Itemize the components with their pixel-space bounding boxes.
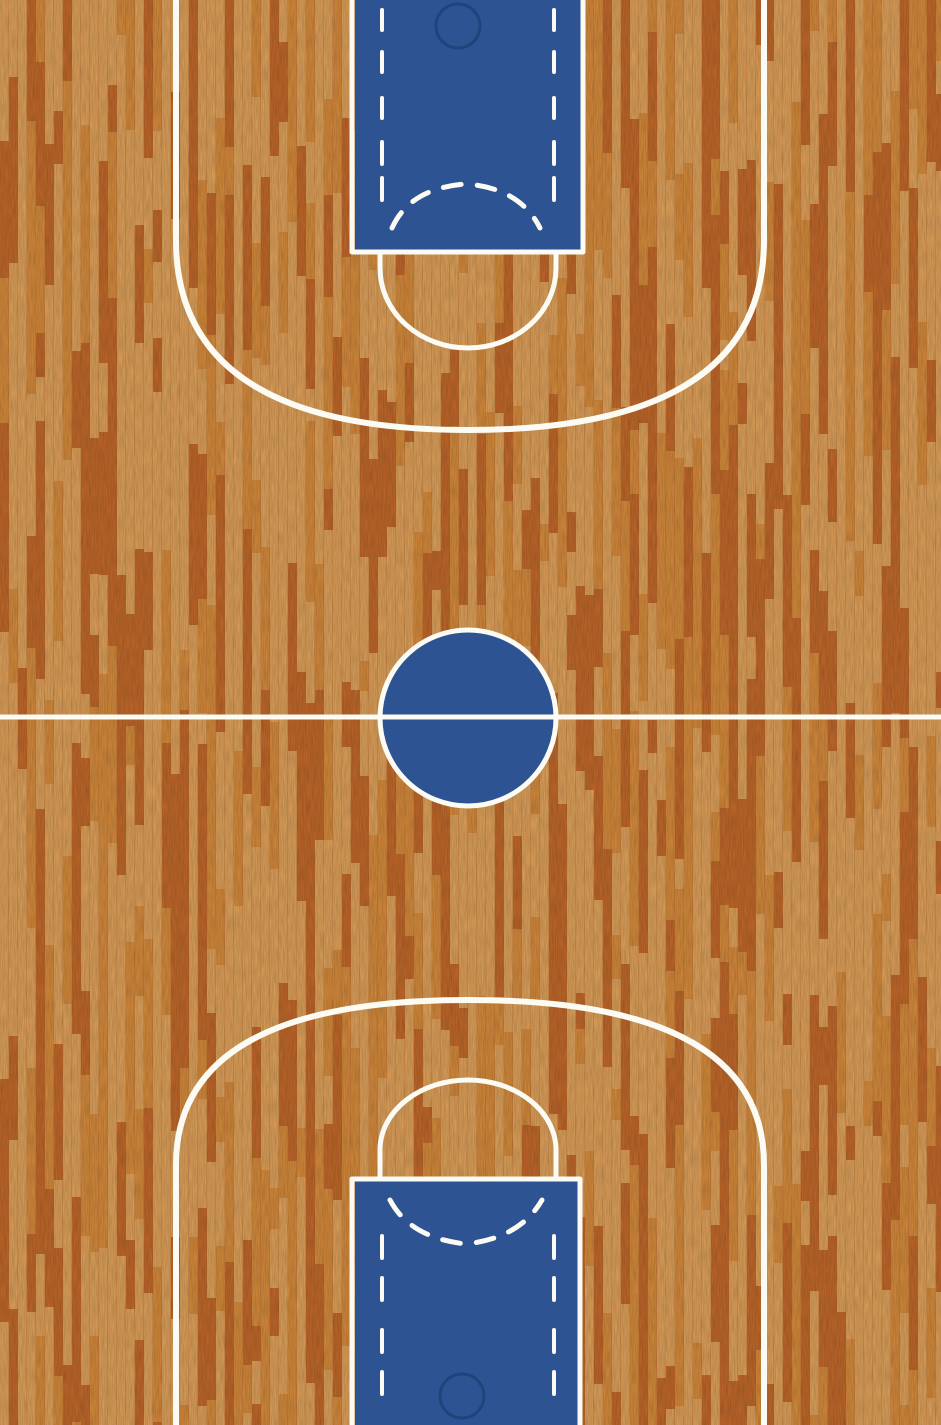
bottom-three-point-arc [173,997,767,1425]
top-basket-circle [434,2,482,50]
top-three-point-arc [173,0,767,433]
top-restricted-dashes [389,181,543,231]
bottom-key-outline [349,1176,583,1425]
bottom-key-paint [355,1181,581,1425]
bottom-basket-circle [438,1372,486,1420]
bottom-free-throw-semicircle [377,1077,559,1182]
paint-areas [355,0,581,1425]
top-free-throw-semicircle [377,249,559,351]
top-key-paint [355,0,581,250]
center-circle-line [377,627,559,809]
top-key-outline [349,0,586,255]
